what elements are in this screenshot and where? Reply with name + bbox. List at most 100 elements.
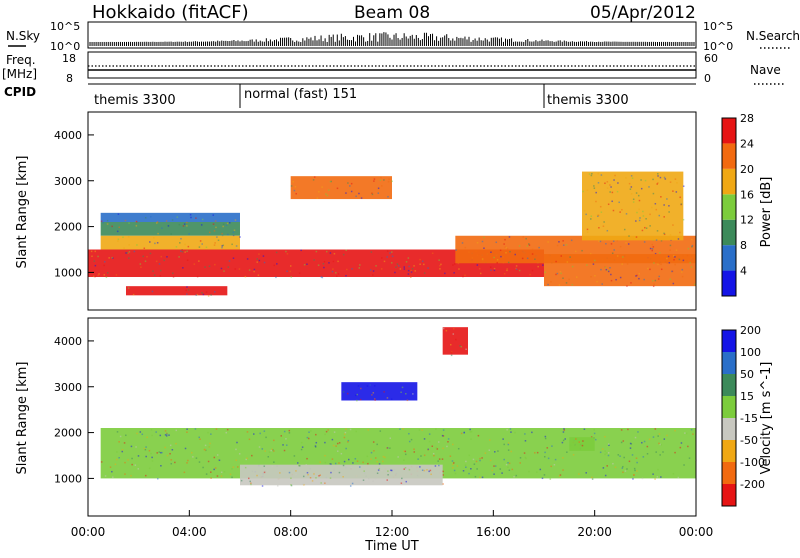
heatmap-speckle [476, 468, 478, 470]
heatmap-speckle [184, 243, 186, 246]
heatmap-speckle [373, 398, 376, 400]
heatmap-speckle [342, 475, 344, 478]
colorbar-swatch [722, 270, 736, 296]
heatmap-speckle [317, 264, 320, 266]
heatmap-speckle [164, 446, 166, 449]
heatmap-speckle [629, 442, 632, 445]
heatmap-speckle [386, 250, 389, 252]
heatmap-speckle [338, 471, 341, 474]
heatmap-speckle [118, 441, 120, 443]
heatmap-speckle [324, 454, 326, 457]
heatmap-speckle [97, 255, 99, 258]
heatmap-speckle [610, 279, 613, 282]
heatmap-speckle [474, 475, 477, 478]
heatmap-speckle [135, 225, 138, 227]
heatmap-speckle [100, 220, 103, 222]
heatmap-speckle [222, 223, 225, 226]
freq-panel: Freq. [MHz] 18 8 60 0 Nave [2, 51, 784, 85]
heatmap-speckle [213, 291, 216, 293]
heatmap-speckle [407, 269, 410, 272]
heatmap-speckle [153, 274, 156, 276]
heatmap-speckle [638, 208, 640, 211]
heatmap-speckle [419, 263, 421, 266]
heatmap-speckle [635, 457, 638, 459]
heatmap-speckle [606, 187, 609, 189]
heatmap-speckle [611, 252, 614, 255]
heatmap-speckle [690, 238, 693, 241]
heatmap-speckle [220, 471, 223, 474]
heatmap-speckle [593, 187, 596, 189]
heatmap-speckle [355, 195, 357, 198]
heatmap-speckle [435, 447, 438, 449]
heatmap-speckle [504, 246, 507, 249]
heatmap-speckle [248, 269, 251, 271]
heatmap-speckle [377, 187, 380, 190]
heatmap-speckle [125, 434, 127, 437]
heatmap-speckle [679, 446, 682, 449]
heatmap-speckle [489, 439, 491, 441]
heatmap-speckle [481, 457, 483, 459]
heatmap-speckle [161, 451, 163, 454]
heatmap-speckle [186, 462, 188, 464]
heatmap-speckle [586, 264, 588, 266]
heatmap-speckle [575, 438, 577, 440]
heatmap-speckle [571, 265, 574, 268]
heatmap-speckle [376, 443, 378, 446]
heatmap-speckle [336, 442, 339, 445]
heatmap-speckle [464, 274, 466, 277]
heatmap-speckle [449, 343, 452, 346]
heatmap-speckle [442, 327, 445, 330]
power-heatmap [88, 171, 696, 297]
heatmap-speckle [643, 278, 645, 281]
heatmap-speckle [128, 257, 130, 259]
heatmap-speckle [244, 466, 247, 469]
heatmap-speckle [652, 192, 655, 195]
heatmap-speckle [186, 293, 188, 295]
heatmap-speckle [562, 431, 565, 433]
heatmap-speckle [319, 461, 321, 463]
heatmap-speckle [311, 480, 314, 482]
heatmap-speckle [632, 198, 635, 201]
heatmap-speckle [558, 475, 561, 477]
heatmap-speckle [238, 268, 241, 270]
heatmap-speckle [673, 255, 675, 257]
heatmap-speckle [630, 282, 632, 284]
heatmap-speckle [181, 251, 184, 253]
heatmap-speckle [248, 477, 250, 480]
heatmap-speckle [598, 240, 600, 243]
heatmap-speckle [273, 461, 275, 463]
heatmap-speckle [536, 451, 539, 454]
heatmap-speckle [636, 211, 638, 214]
heatmap-speckle [691, 246, 693, 248]
heatmap-speckle [669, 234, 672, 236]
heatmap-speckle [518, 245, 521, 247]
heatmap-speckle [518, 269, 521, 272]
heatmap-speckle [394, 271, 396, 274]
heatmap-speckle [685, 432, 688, 435]
heatmap-speckle [436, 448, 439, 450]
heatmap-speckle [119, 435, 122, 438]
heatmap-speckle [246, 258, 249, 260]
heatmap-speckle [235, 448, 237, 451]
heatmap-speckle [445, 329, 448, 332]
heatmap-speckle [349, 428, 352, 431]
heatmap-speckle [503, 273, 506, 275]
heatmap-speckle [261, 485, 264, 487]
heatmap-speckle [157, 477, 159, 480]
heatmap-speckle [550, 465, 552, 468]
heatmap-speckle [348, 458, 350, 461]
heatmap-speckle [360, 197, 363, 199]
heatmap-speckle [454, 472, 457, 475]
heatmap-speckle [507, 449, 510, 451]
heatmap-speckle [151, 456, 153, 459]
heatmap-speckle [470, 468, 472, 470]
heatmap-speckle [624, 470, 627, 472]
heatmap-speckle [667, 255, 670, 258]
heatmap-speckle [336, 450, 339, 452]
heatmap-speckle [470, 438, 472, 440]
heatmap-speckle [388, 178, 390, 180]
heatmap-speckle [403, 450, 405, 452]
colorbar-swatch [722, 352, 736, 374]
heatmap-speckle [469, 428, 471, 431]
heatmap-speckle [638, 273, 641, 275]
